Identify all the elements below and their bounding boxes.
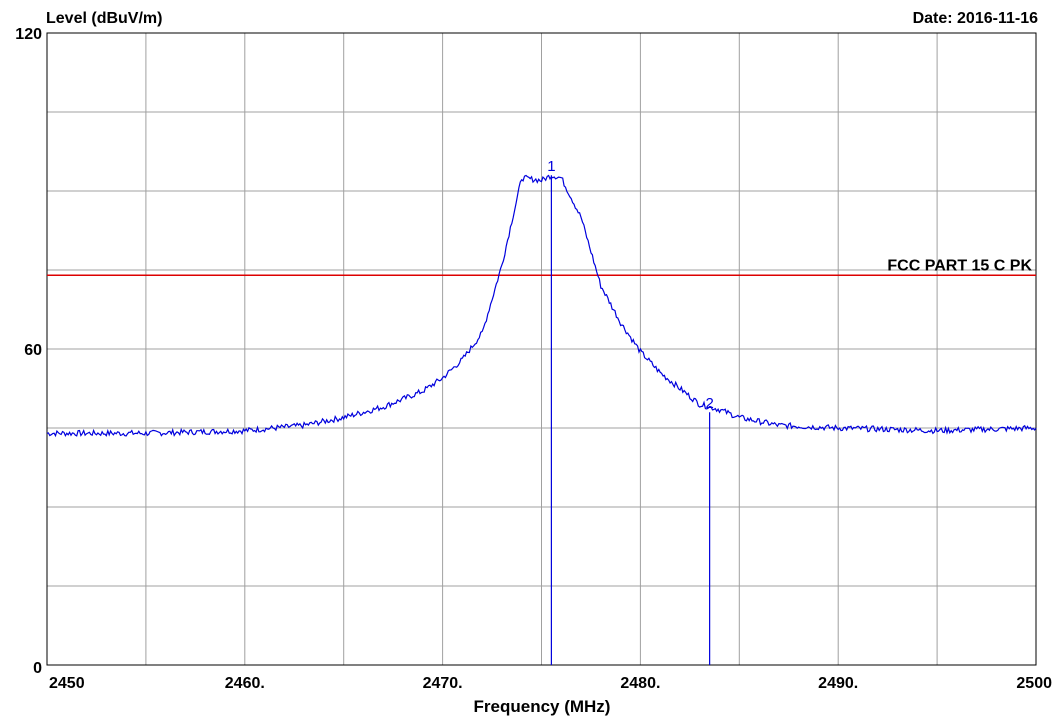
x-tick-label: 2460. bbox=[225, 675, 265, 692]
x-axis-title: Frequency (MHz) bbox=[474, 697, 611, 716]
x-tick-label: 2500 bbox=[1016, 675, 1052, 692]
plot-border bbox=[46, 32, 1037, 666]
grid bbox=[47, 33, 1036, 665]
marker-label: 1 bbox=[547, 158, 555, 175]
y-tick-label: 120 bbox=[15, 26, 42, 43]
limit-line-group: FCC PART 15 C PK bbox=[47, 257, 1036, 277]
series-line bbox=[46, 174, 1037, 438]
y-axis-title: Level (dBuV/m) bbox=[46, 10, 162, 27]
x-tick-label: 2470. bbox=[423, 675, 463, 692]
y-tick-label: 0 bbox=[33, 660, 42, 677]
marker-label: 2 bbox=[705, 395, 713, 412]
tick-labels: 2450 2460. 2470. 2480. 2490. 2500 0 60 120 bbox=[15, 26, 1052, 692]
markers: 12 bbox=[547, 158, 714, 665]
date-label: Date: 2016-11-16 bbox=[913, 10, 1039, 27]
x-tick-label: 2450 bbox=[49, 675, 85, 692]
x-tick-label: 2490. bbox=[818, 675, 858, 692]
y-tick-label: 60 bbox=[24, 342, 42, 359]
x-tick-label: 2480. bbox=[620, 675, 660, 692]
limit-line-label: FCC PART 15 C PK bbox=[887, 257, 1032, 274]
